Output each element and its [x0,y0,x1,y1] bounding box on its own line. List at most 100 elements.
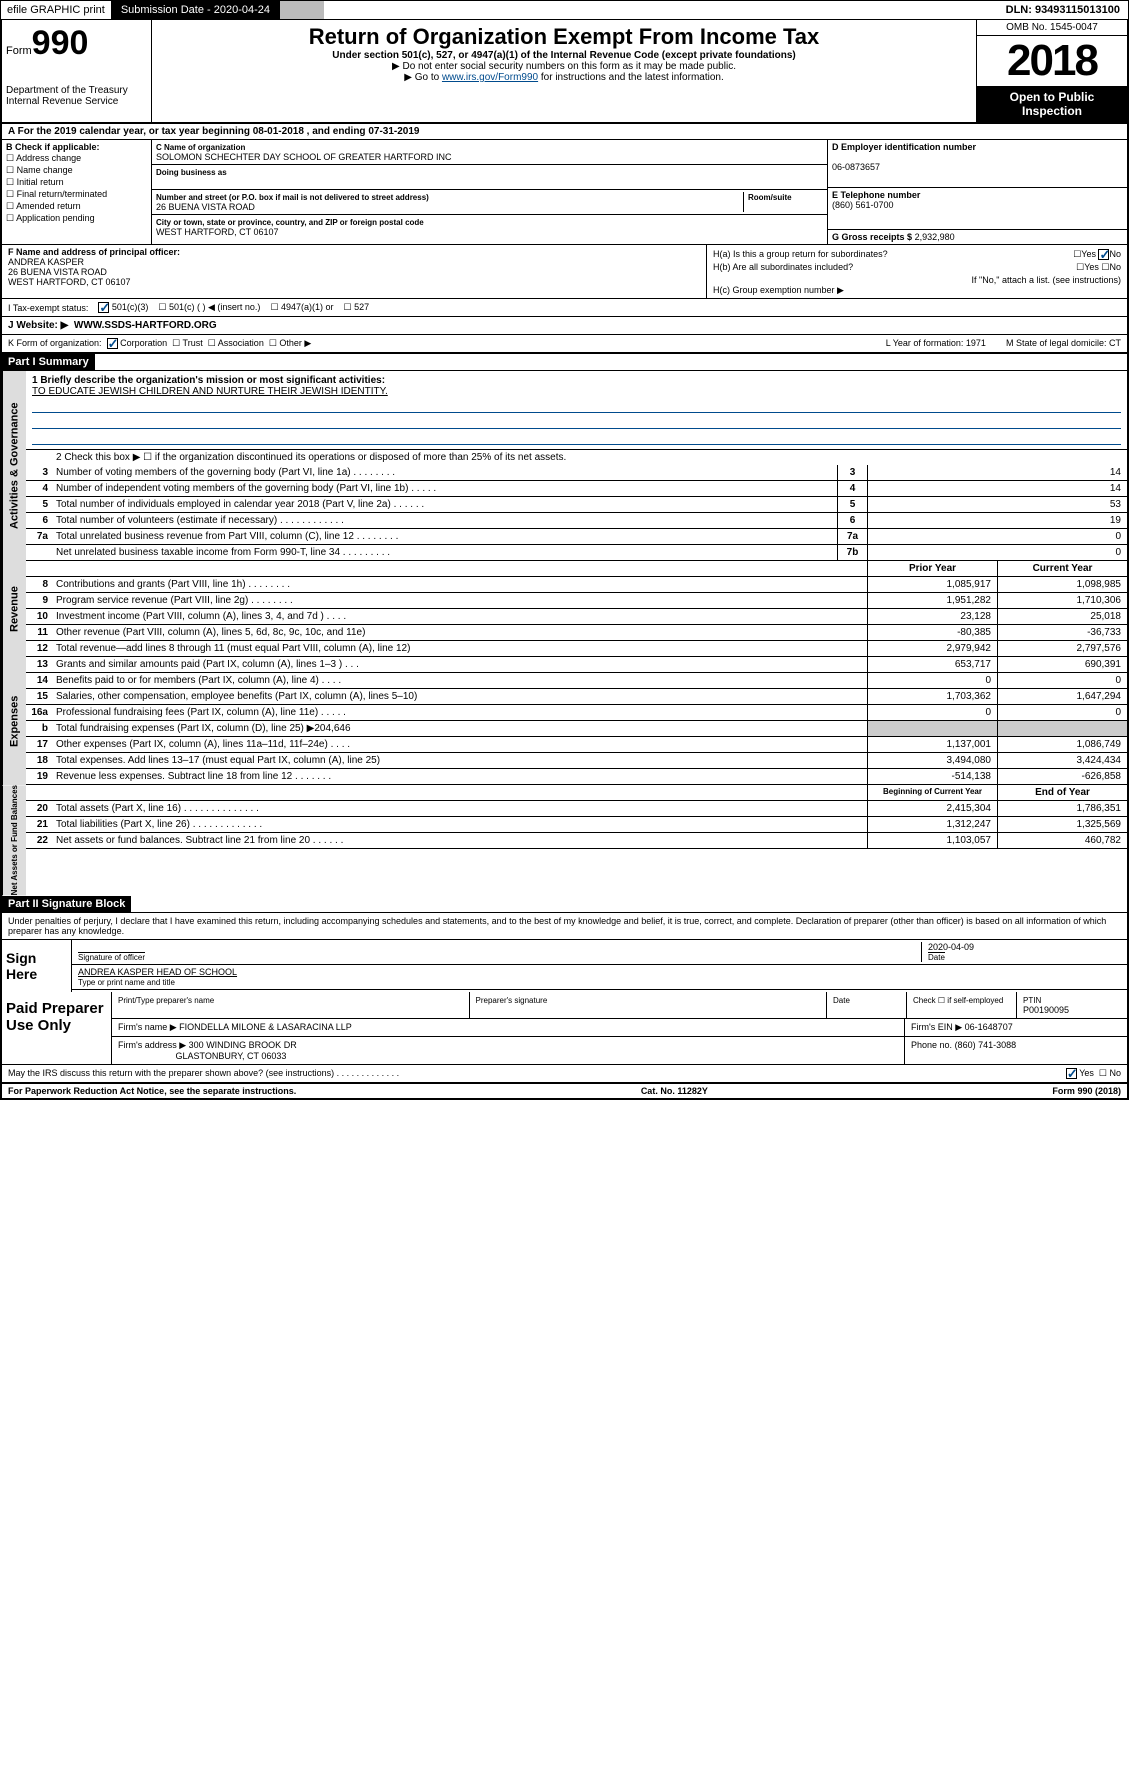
dba-label: Doing business as [156,168,227,177]
entity-block: B Check if applicable: ☐ Address change … [0,140,1129,245]
block-k: K Form of organization: Corporation ☐ Tr… [0,335,1129,354]
blank-button[interactable] [280,1,324,19]
block-b: B Check if applicable: ☐ Address change … [2,140,152,244]
chk-final[interactable]: ☐ Final return/terminated [6,189,147,200]
form-header: Form990 Department of the Treasury Inter… [0,20,1129,124]
ein-label: D Employer identification number [832,142,976,152]
summary-line: 18Total expenses. Add lines 13–17 (must … [26,753,1127,769]
block-b-label: B Check if applicable: [6,142,147,152]
ha-answer: ☐Yes No [1073,249,1121,260]
block-i: I Tax-exempt status: 501(c)(3) ☐ 501(c) … [0,299,1129,317]
room-label: Room/suite [748,193,792,202]
summary-line: 14Benefits paid to or for members (Part … [26,673,1127,689]
city-label: City or town, state or province, country… [156,218,424,227]
tax-year: 2018 [977,36,1127,86]
mission-block: 1 Briefly describe the organization's mi… [26,371,1127,450]
officer-addr2: WEST HARTFORD, CT 06107 [8,277,700,287]
summary-line: 13Grants and similar amounts paid (Part … [26,657,1127,673]
chk-amended[interactable]: ☐ Amended return [6,201,147,212]
firm-phone-cell: Phone no. (860) 741-3088 [905,1037,1127,1064]
efile-label: efile GRAPHIC print [1,2,111,18]
summary-line: 22Net assets or fund balances. Subtract … [26,833,1127,849]
footer-left: For Paperwork Reduction Act Notice, see … [8,1086,296,1096]
summary-line: 12Total revenue—add lines 8 through 11 (… [26,641,1127,657]
hb-answer: ☐Yes ☐No [1076,262,1121,273]
prep-name-cell: Print/Type preparer's name [112,992,470,1018]
sig-officer-cell: Signature of officer [78,942,921,962]
part1-body: Activities & Governance 1 Briefly descri… [0,371,1129,895]
summary-line: 3Number of voting members of the governi… [26,465,1127,481]
org-name-label: C Name of organization [156,143,245,152]
discuss-row: May the IRS discuss this return with the… [2,1065,1127,1082]
summary-line: 9Program service revenue (Part VIII, lin… [26,593,1127,609]
form-num: 990 [32,24,89,62]
phone-value: (860) 561-0700 [832,200,894,210]
ha-label: H(a) Is this a group return for subordin… [713,249,888,260]
open-inspection: Open to Public Inspection [977,86,1127,122]
opt-501c3[interactable]: 501(c)(3) [98,302,148,313]
tax-status-label: I Tax-exempt status: [8,303,88,313]
note-ssn: ▶ Do not enter social security numbers o… [156,61,972,72]
chk-initial[interactable]: ☐ Initial return [6,177,147,188]
prep-sig-cell: Preparer's signature [470,992,828,1018]
summary-line: 5Total number of individuals employed in… [26,497,1127,513]
korg-corp[interactable]: Corporation [107,338,168,349]
paid-preparer-label: Paid Preparer Use Only [2,992,112,1064]
chk-address[interactable]: ☐ Address change [6,153,147,164]
state-domicile: M State of legal domicile: CT [1006,338,1121,349]
page-footer: For Paperwork Reduction Act Notice, see … [0,1084,1129,1100]
note2-post: for instructions and the latest informat… [538,72,724,83]
block-j: J Website: ▶ WWW.SSDS-HARTFORD.ORG [0,317,1129,335]
note-link: ▶ Go to www.irs.gov/Form990 for instruct… [156,72,972,83]
signature-block: Under penalties of perjury, I declare th… [0,913,1129,1084]
opt-4947[interactable]: ☐ 4947(a)(1) or [270,302,333,313]
chk-name[interactable]: ☐ Name change [6,165,147,176]
sig-intro: Under penalties of perjury, I declare th… [2,913,1127,940]
topbar: efile GRAPHIC print Submission Date - 20… [0,0,1129,20]
addr-label: Number and street (or P.O. box if mail i… [156,193,429,202]
officer-addr1: 26 BUENA VISTA ROAD [8,267,700,277]
irs-link[interactable]: www.irs.gov/Form990 [442,72,538,83]
submission-date-button[interactable]: Submission Date - 2020-04-24 [111,1,280,19]
hc-label: H(c) Group exemption number ▶ [713,285,1121,296]
summary-line: 4Number of independent voting members of… [26,481,1127,497]
hdr-curr: Current Year [997,561,1127,576]
q1-text: TO EDUCATE JEWISH CHILDREN AND NURTURE T… [32,386,1121,397]
summary-line: Net unrelated business taxable income fr… [26,545,1127,561]
firm-ein-cell: Firm's EIN ▶ 06-1648707 [905,1019,1127,1036]
discuss-yes[interactable]: Yes [1066,1068,1094,1079]
part2-header: Part II Signature Block [2,896,131,912]
org-name: SOLOMON SCHECHTER DAY SCHOOL OF GREATER … [156,152,452,162]
korg-trust[interactable]: ☐ Trust [172,338,203,349]
q2-text: 2 Check this box ▶ ☐ if the organization… [52,450,1127,465]
vtab-revenue: Revenue [2,561,26,657]
ha-no-check[interactable] [1098,249,1109,260]
footer-right: Form 990 (2018) [1052,1086,1121,1096]
summary-line: 10Investment income (Part VIII, column (… [26,609,1127,625]
website-value: WWW.SSDS-HARTFORD.ORG [74,320,217,331]
hb-label: H(b) Are all subordinates included? [713,262,853,273]
discuss-text: May the IRS discuss this return with the… [8,1068,1066,1079]
dln-label: DLN: 93493115013100 [998,2,1128,18]
summary-line: 7aTotal unrelated business revenue from … [26,529,1127,545]
hb-note: If "No," attach a list. (see instruction… [713,275,1121,285]
korg-label: K Form of organization: [8,338,102,349]
hdr-prior: Prior Year [867,561,997,576]
summary-line: 20Total assets (Part X, line 16) . . . .… [26,801,1127,817]
summary-line: 8Contributions and grants (Part VIII, li… [26,577,1127,593]
discuss-no[interactable]: ☐ No [1099,1068,1121,1079]
chk-pending[interactable]: ☐ Application pending [6,213,147,224]
officer-name-cell: ANDREA KASPER HEAD OF SCHOOLType or prin… [78,967,1121,987]
summary-line: 16aProfessional fundraising fees (Part I… [26,705,1127,721]
org-city: WEST HARTFORD, CT 06107 [156,227,279,237]
note2-pre: ▶ Go to [404,72,442,83]
korg-other[interactable]: ☐ Other ▶ [269,338,312,349]
opt-527[interactable]: ☐ 527 [344,302,370,313]
block-f: F Name and address of principal officer:… [2,245,707,298]
korg-assoc[interactable]: ☐ Association [208,338,264,349]
opt-501c[interactable]: ☐ 501(c) ( ) ◀ (insert no.) [158,302,260,313]
q1-label: 1 Briefly describe the organization's mi… [32,375,1121,386]
sig-date-cell: 2020-04-09Date [921,942,1121,962]
part1-header: Part I Summary [2,354,95,370]
summary-line: 19Revenue less expenses. Subtract line 1… [26,769,1127,785]
